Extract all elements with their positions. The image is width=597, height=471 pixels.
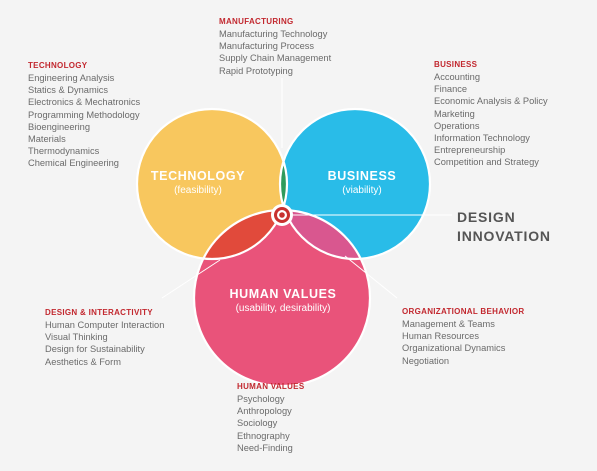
list-item: Entrepreneurship	[434, 145, 506, 156]
list-item: Sociology	[237, 418, 278, 429]
list-item: Programming Methodology	[28, 109, 140, 120]
item-list: Engineering Analysis Statics & Dynamics El…	[28, 72, 140, 170]
technology-list-heading: TECHNOLOGY	[28, 61, 88, 70]
list-item: Operations	[434, 120, 480, 131]
target-icon	[271, 204, 293, 226]
list-item: Visual Thinking	[45, 332, 108, 343]
list-item: Engineering Analysis	[28, 73, 115, 83]
design-innovation-line2: INNOVATION	[457, 228, 551, 244]
item-list: Manufacturing Technology Manufacturing Pr…	[219, 28, 331, 77]
list-item: Ethnography	[237, 430, 290, 441]
list-item: Competition and Strategy	[434, 157, 539, 168]
list-item: Need-Finding	[237, 442, 293, 453]
list-item: Economic Analysis & Policy	[434, 96, 548, 107]
list-item: Chemical Engineering	[28, 158, 119, 169]
technology-circle-title: TECHNOLOGY	[151, 169, 245, 183]
list-item: Electronics & Mechatronics	[28, 97, 141, 108]
list-item: Aesthetics & Form	[45, 356, 121, 367]
list-item: Finance	[434, 84, 468, 95]
list-item: Management & Teams	[402, 319, 495, 329]
list-item: Human Computer Interaction	[45, 320, 165, 330]
list-item: Bioengineering	[28, 121, 91, 132]
list-item: Statics & Dynamics	[28, 85, 109, 96]
design-interactivity-list: DESIGN & INTERACTIVITY Human Computer In…	[45, 308, 164, 368]
design-interactivity-list-heading: DESIGN & INTERACTIVITY	[45, 308, 153, 317]
list-item: Thermodynamics	[28, 146, 100, 157]
human-values-list-heading: HUMAN VALUES	[237, 382, 305, 391]
organizational-behavior-list: ORGANIZATIONAL BEHAVIOR Management & Tea…	[402, 307, 524, 367]
list-item: Manufacturing Technology	[219, 29, 328, 39]
business-list: BUSINESS Accounting Finance Economic Analy…	[434, 60, 548, 169]
business-circle-title: BUSINESS	[328, 169, 397, 183]
list-item: Negotiation	[402, 355, 450, 366]
list-item: Rapid Prototyping	[219, 65, 293, 76]
design-innovation-label: DESIGN INNOVATION	[457, 208, 551, 246]
manufacturing-list: MANUFACTURING Manufacturing Technology Ma…	[219, 17, 331, 77]
business-list-heading: BUSINESS	[434, 60, 478, 69]
human-values-list: HUMAN VALUES Psychology Anthropology Socio…	[237, 382, 304, 454]
list-item: Information Technology	[434, 133, 530, 144]
list-item: Supply Chain Management	[219, 53, 332, 64]
item-list: Management & Teams Human Resources Organiz…	[402, 318, 524, 367]
item-list: Accounting Finance Economic Analysis & Pol…	[434, 71, 548, 169]
list-item: Manufacturing Process	[219, 41, 315, 52]
organizational-behavior-list-heading: ORGANIZATIONAL BEHAVIOR	[402, 307, 525, 316]
list-item: Accounting	[434, 72, 480, 82]
manufacturing-list-heading: MANUFACTURING	[219, 17, 294, 26]
list-item: Psychology	[237, 394, 285, 404]
technology-circle-subtitle: (feasibility)	[174, 185, 222, 196]
connector-lines	[161, 78, 452, 299]
list-item: Marketing	[434, 108, 475, 119]
item-list: Human Computer Interaction Visual Thinkin…	[45, 319, 164, 368]
list-item: Human Resources	[402, 331, 479, 342]
list-item: Design for Sustainability	[45, 344, 145, 355]
technology-list: TECHNOLOGY Engineering Analysis Statics &…	[28, 61, 140, 170]
design-innovation-line1: DESIGN	[457, 209, 516, 225]
business-circle-subtitle: (viability)	[342, 185, 381, 196]
human-values-circle-subtitle: (usability, desirability)	[236, 303, 331, 314]
list-item: Organizational Dynamics	[402, 343, 506, 354]
list-item: Anthropology	[237, 406, 292, 417]
human-values-circle-title: HUMAN VALUES	[230, 287, 337, 301]
list-item: Materials	[28, 134, 66, 145]
item-list: Psychology Anthropology Sociology Ethnograp…	[237, 393, 304, 454]
